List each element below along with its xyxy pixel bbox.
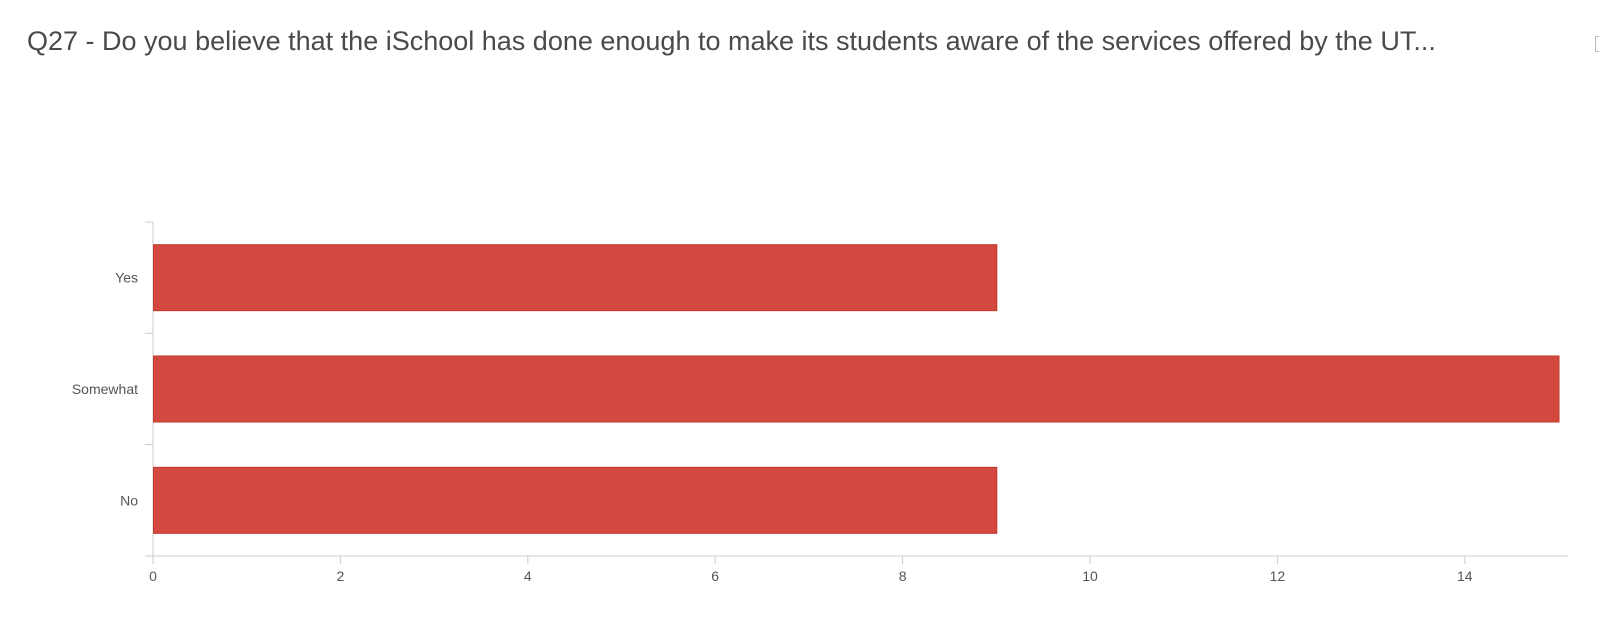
x-tick-label: 10 — [1082, 568, 1098, 584]
chart-bars — [153, 244, 1560, 534]
clipped-edge-icon — [1595, 36, 1599, 52]
x-tick-label: 6 — [711, 568, 719, 584]
category-label-yes: Yes — [115, 270, 138, 286]
x-axis-ticks: 0 2 4 6 8 10 12 14 — [149, 556, 1473, 584]
chart-title: Q27 - Do you believe that the iSchool ha… — [27, 26, 1436, 56]
bar-no[interactable] — [153, 466, 998, 534]
bar-somewhat[interactable] — [153, 355, 1560, 423]
x-tick-label: 2 — [337, 568, 345, 584]
bar-yes[interactable] — [153, 244, 998, 312]
x-tick-label: 4 — [524, 568, 532, 584]
category-label-no: No — [120, 492, 138, 508]
x-tick-label: 12 — [1270, 568, 1286, 584]
category-label-somewhat: Somewhat — [72, 381, 138, 397]
category-labels: Yes Somewhat No — [72, 270, 138, 509]
x-tick-label: 0 — [149, 568, 157, 584]
x-tick-label: 14 — [1457, 568, 1473, 584]
x-tick-label: 8 — [899, 568, 907, 584]
